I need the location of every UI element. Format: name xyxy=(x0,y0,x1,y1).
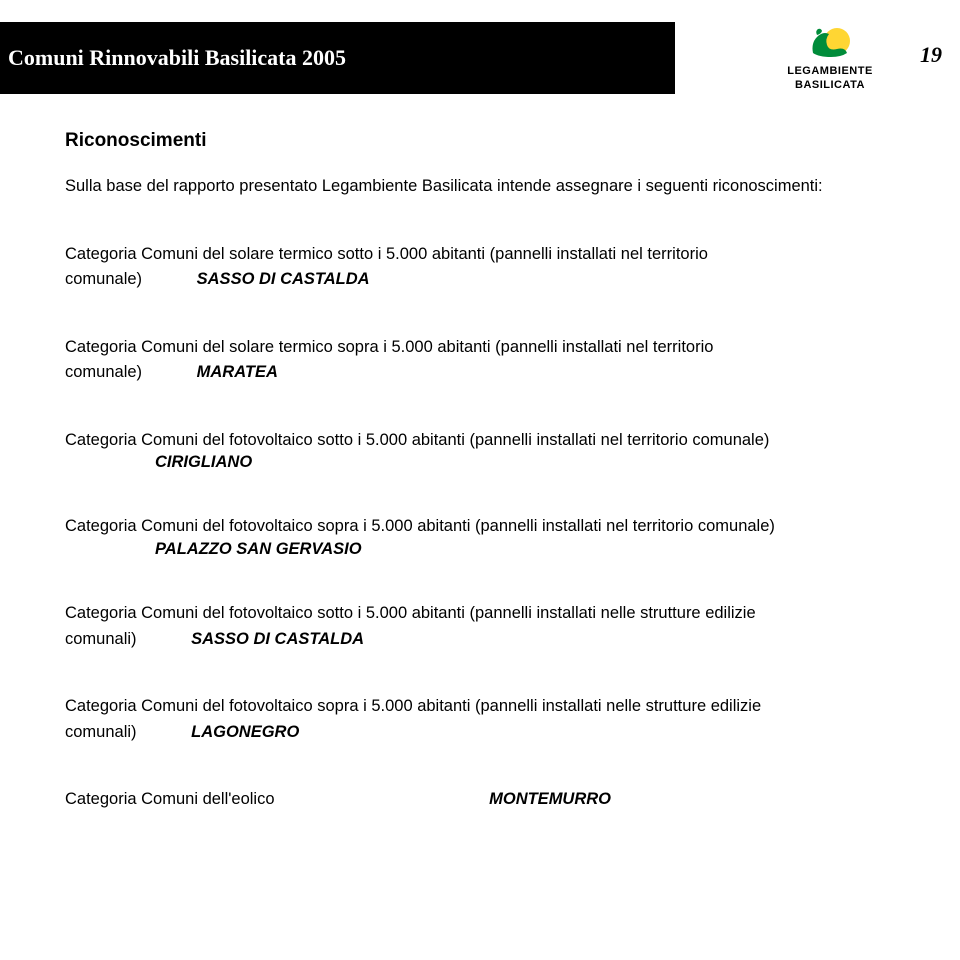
swan-icon xyxy=(807,19,853,63)
header-title: Comuni Rinnovabili Basilicata 2005 xyxy=(8,45,346,71)
category-suffix: comunali) xyxy=(65,723,137,741)
category-desc: Categoria Comuni del fotovoltaico sotto … xyxy=(65,428,895,454)
section-title: Riconoscimenti xyxy=(65,130,895,152)
category-block: Categoria Comuni del solare termico sott… xyxy=(65,242,895,293)
category-desc: Categoria Comuni del fotovoltaico sopra … xyxy=(65,514,895,540)
logo-text-line1: LEGAMBIENTE xyxy=(787,65,873,77)
category-suffix: comunali) xyxy=(65,630,137,648)
category-desc: Categoria Comuni del fotovoltaico sotto … xyxy=(65,601,895,627)
category-suffix: comunale) xyxy=(65,363,142,381)
category-block: Categoria Comuni del fotovoltaico sotto … xyxy=(65,601,895,652)
category-winner: PALAZZO SAN GERVASIO xyxy=(65,540,895,559)
category-desc: Categoria Comuni del solare termico sopr… xyxy=(65,335,895,361)
category-desc: Categoria Comuni del fotovoltaico sopra … xyxy=(65,694,895,720)
document-content: Riconoscimenti Sulla base del rapporto p… xyxy=(65,130,895,813)
intro-text: Sulla base del rapporto presentato Legam… xyxy=(65,174,895,200)
category-winner: CIRIGLIANO xyxy=(65,453,895,472)
category-desc: Categoria Comuni del solare termico sott… xyxy=(65,242,895,268)
category-second-line: comunali) LAGONEGRO xyxy=(65,720,895,746)
category-winner: LAGONEGRO xyxy=(141,723,299,741)
category-suffix: comunale) xyxy=(65,270,142,288)
page-number: 19 xyxy=(920,42,942,68)
category-second-line: comunale) SASSO DI CASTALDA xyxy=(65,267,895,293)
final-category: Categoria Comuni dell'eolico MONTEMURRO xyxy=(65,787,895,813)
category-block: Categoria Comuni del fotovoltaico sopra … xyxy=(65,514,895,559)
final-category-label: Categoria Comuni dell'eolico xyxy=(65,790,275,808)
logo-text-line2: BASILICATA xyxy=(795,79,865,91)
category-winner: SASSO DI CASTALDA xyxy=(147,270,370,288)
header-bar: Comuni Rinnovabili Basilicata 2005 xyxy=(0,22,675,94)
category-second-line: comunali) SASSO DI CASTALDA xyxy=(65,627,895,653)
category-block: Categoria Comuni del fotovoltaico sotto … xyxy=(65,428,895,473)
category-block: Categoria Comuni del solare termico sopr… xyxy=(65,335,895,386)
legambiente-logo: LEGAMBIENTE BASILICATA xyxy=(775,10,885,100)
category-winner: MARATEA xyxy=(147,363,278,381)
category-second-line: comunale) MARATEA xyxy=(65,360,895,386)
final-category-winner: MONTEMURRO xyxy=(279,790,611,808)
category-block: Categoria Comuni del fotovoltaico sopra … xyxy=(65,694,895,745)
category-winner: SASSO DI CASTALDA xyxy=(141,630,364,648)
